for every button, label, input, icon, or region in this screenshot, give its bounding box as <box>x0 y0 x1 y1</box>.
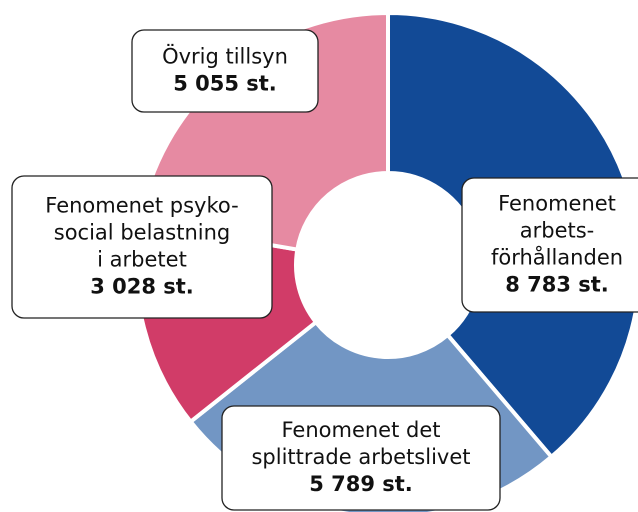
label-text: social belastning <box>54 221 230 245</box>
label-text: splittrade arbetslivet <box>251 445 470 469</box>
slice-label: Fenomenet det splittrade arbetslivet 5 789… <box>221 405 501 511</box>
slice-label: Fenomenet arbets-förhållanden 8 783 st. <box>461 177 638 313</box>
label-box <box>131 29 319 113</box>
label-text: förhållanden <box>491 245 623 270</box>
label-text: Fenomenet det <box>281 418 440 442</box>
label-text: Fenomenet <box>498 192 616 216</box>
label-text: Fenomenet psyko- <box>45 194 238 218</box>
label-box <box>221 405 501 511</box>
value-label: 5 789 st. <box>309 472 413 496</box>
value-label: 3 028 st. <box>90 275 194 299</box>
label-text: arbets- <box>520 219 595 243</box>
value-label: 5 055 st. <box>173 72 277 96</box>
label-box <box>461 177 638 313</box>
slice-label: Fenomenet psyko-social belastning i arbet… <box>11 175 273 319</box>
value-label: 8 783 st. <box>505 273 609 297</box>
label-text: Övrig tillsyn <box>162 44 288 69</box>
slice-label: Övrig tillsyn 5 055 st. <box>131 29 319 113</box>
label-text: i arbetet <box>97 248 187 272</box>
label-box <box>11 175 273 319</box>
